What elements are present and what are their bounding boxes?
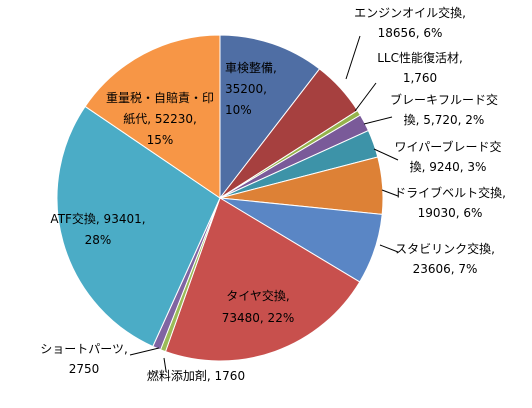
pie-slice-11 [56,105,221,348]
slice-label-line: ATF交換, 93401, [50,211,145,226]
leader-line-6 [381,189,399,197]
slice-label-10: ショートパーツ, 2750 [40,342,128,376]
slice-label-12: 重量税・自賠責・印紙代, 52230, 15% [106,90,214,147]
slice-label-line: ドライブベルト交換, [394,185,506,200]
slice-label-1: 車検整備, 35200, 10% [225,60,277,117]
leader-line-5 [373,148,399,161]
slice-label-line: 2750 [69,362,100,376]
slice-label-line: ワイパーブレード交 [394,139,501,154]
slice-label-line: 重量税・自賠責・印 [106,90,214,105]
slice-label-line: タイヤ交換, [226,288,289,303]
leader-line-9 [163,357,167,372]
slice-label-line: ブレーキフルード交 [390,92,498,107]
slice-label-9: 燃料添加剤, 1760 [147,368,245,383]
leader-line-7 [379,244,399,253]
slice-label-line: 23606, 7% [413,262,478,276]
leader-line-10 [129,347,160,356]
slice-label-line: 燃料添加剤, 1760 [147,368,245,383]
leader-line-2 [345,35,361,80]
slice-label-line: 15% [147,133,174,147]
slice-label-line: 35200, [225,82,267,96]
pie-slice-8 [164,197,361,362]
slice-label-5: ワイパーブレード交換, 9240, 3% [394,139,501,174]
slice-label-7: スタビリンク交換, 23606, 7% [395,241,495,276]
slice-label-line: 1,760 [403,71,437,85]
slice-label-line: ショートパーツ, [40,342,128,356]
slice-label-8: タイヤ交換, 73480, 22% [222,288,294,325]
slice-label-line: エンジンオイル交換, [354,5,466,20]
slice-label-11: ATF交換, 93401, 28% [50,211,145,247]
pie-slice-12 [84,34,221,199]
slice-label-line: 10% [225,103,252,117]
leader-line-3 [354,82,377,112]
slice-label-line: 28% [85,233,112,247]
slice-label-line: 19030, 6% [418,206,483,220]
slice-label-line: LLC性能復活材, [377,50,463,65]
slice-label-2: エンジンオイル交換, 18656, 6% [354,5,466,40]
leader-line-4 [363,116,393,125]
slice-label-3: LLC性能復活材, 1,760 [377,50,463,85]
slice-label-line: 換, 5,720, 2% [404,113,485,127]
slice-label-line: 車検整備, [225,60,277,75]
slice-label-4: ブレーキフルード交換, 5,720, 2% [390,92,498,127]
slice-label-line: 紙代, 52230, [123,111,197,126]
slice-label-line: スタビリンク交換, [395,241,495,256]
slice-label-line: 73480, 22% [222,311,294,325]
slice-label-line: 18656, 6% [378,26,443,40]
slice-label-line: 換, 9240, 3% [410,160,487,174]
slice-label-6: ドライブベルト交換, 19030, 6% [394,185,506,220]
pie-slice-1 [219,34,321,200]
